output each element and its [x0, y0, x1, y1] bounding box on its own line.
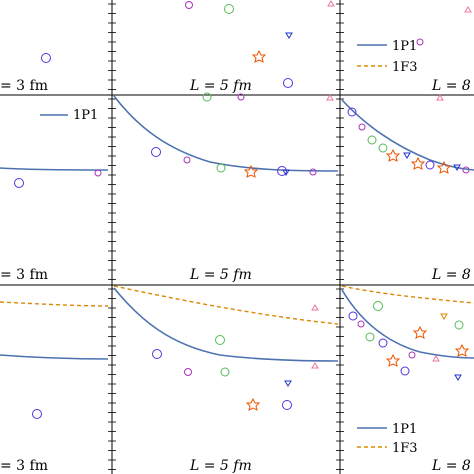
- panel-b: L = 5 fm: [185, 0, 335, 94]
- marker-green-circle: [373, 301, 383, 311]
- legend-mid-left: 1P1: [40, 108, 98, 123]
- marker-circle: [32, 409, 42, 419]
- p1-curve: [341, 289, 474, 359]
- panel-f-label: L = 8: [431, 267, 471, 283]
- marker-star: [454, 343, 470, 357]
- marker-circle: [14, 178, 24, 188]
- marker-circle: [277, 166, 287, 176]
- p1-curve: [0, 354, 109, 360]
- marker-triangle-up: [432, 355, 440, 362]
- marker-green-circle: [365, 332, 375, 342]
- marker-green-circle: [367, 135, 377, 145]
- marker-hexagon: [185, 1, 193, 9]
- marker-hexagon: [357, 320, 365, 328]
- legend-f3-label: 1F3: [392, 441, 418, 456]
- legend-p1-label: 1P1: [392, 422, 417, 437]
- panel-b-label: L = 5 fm: [189, 78, 252, 94]
- marker-hexagon: [184, 368, 192, 376]
- panel-c-label: L = 8: [431, 78, 471, 94]
- marker-hexagon: [408, 351, 416, 359]
- panel-g-label: = 3 fm: [0, 458, 48, 474]
- marker-triangle-down: [284, 380, 292, 387]
- marker-hexagon: [358, 123, 366, 131]
- marker-star: [436, 160, 452, 174]
- marker-triangle-up: [311, 362, 319, 369]
- marker-triangle-down: [440, 313, 448, 320]
- marker-hexagon: [94, 169, 102, 177]
- panel-c: 1P1 1F3 L = 8: [357, 6, 472, 94]
- legend-f3-label: 1F3: [392, 60, 418, 75]
- marker-star: [251, 49, 267, 63]
- marker-circle: [41, 53, 51, 63]
- marker-triangle-down: [282, 169, 290, 176]
- marker-triangle-up: [464, 6, 472, 13]
- marker-circle: [347, 107, 357, 117]
- marker-green-circle: [224, 4, 234, 14]
- marker-circle: [151, 147, 161, 157]
- marker-triangle-down: [453, 164, 461, 171]
- marker-green-circle: [215, 335, 225, 345]
- panel-e: L = 5 fm: [113, 92, 339, 283]
- marker-circle: [348, 311, 358, 321]
- marker-triangle-down: [403, 152, 411, 159]
- panel-i: 1P1 1F3 L = 8: [341, 285, 474, 474]
- marker-triangle-up: [327, 0, 335, 7]
- marker-hexagon: [462, 166, 470, 174]
- p1-curve: [0, 167, 109, 171]
- marker-circle: [378, 338, 388, 348]
- marker-green-circle: [202, 92, 212, 102]
- legend-top-right: 1P1 1F3: [357, 39, 418, 75]
- f3-curve: [113, 285, 339, 325]
- panel-i-label: L = 8: [431, 458, 471, 474]
- marker-circle: [425, 160, 435, 170]
- marker-hexagon: [183, 156, 191, 164]
- marker-hexagon: [237, 93, 245, 101]
- marker-circle: [282, 400, 292, 410]
- marker-star: [243, 164, 259, 178]
- marker-star: [385, 353, 401, 367]
- panel-e-label: L = 5 fm: [189, 267, 252, 283]
- marker-circle: [283, 78, 293, 88]
- marker-star: [410, 156, 426, 170]
- legend-p1-label: 1P1: [73, 108, 98, 123]
- panel-h: L = 5 fm: [113, 285, 339, 474]
- legend-p1-label: 1P1: [392, 39, 417, 54]
- marker-circle: [400, 366, 410, 376]
- marker-hexagon: [416, 38, 424, 46]
- marker-triangle-down: [285, 32, 293, 39]
- panel-f: L = 8: [341, 94, 474, 283]
- marker-green-circle: [216, 163, 226, 173]
- marker-star: [412, 325, 428, 339]
- tick-marks: [108, 3, 344, 470]
- marker-star: [245, 397, 261, 411]
- marker-triangle-down: [454, 374, 462, 381]
- panel-a-label: = 3 fm: [0, 78, 48, 94]
- legend-bottom-right: 1P1 1F3: [357, 422, 418, 456]
- marker-triangle-up: [326, 94, 334, 101]
- marker-triangle-up: [311, 304, 319, 311]
- p1-curve: [341, 99, 474, 171]
- panel-d-label: = 3 fm: [0, 267, 48, 283]
- marker-green-circle: [378, 143, 388, 153]
- p1-curve: [113, 287, 339, 362]
- f3-curve: [0, 301, 109, 307]
- panel-a: = 3 fm: [0, 53, 51, 94]
- panel-g: = 3 fm: [0, 301, 109, 474]
- f3-curve: [341, 285, 474, 304]
- panel-d: 1P1 = 3 fm: [0, 108, 109, 283]
- marker-triangle-up: [436, 94, 444, 101]
- marker-hexagon: [309, 168, 317, 176]
- panel-h-label: L = 5 fm: [189, 458, 252, 474]
- p1-curve: [113, 95, 339, 172]
- marker-star: [385, 148, 401, 162]
- marker-circle: [152, 349, 162, 359]
- marker-green-circle: [220, 367, 230, 377]
- marker-green-circle: [454, 320, 464, 330]
